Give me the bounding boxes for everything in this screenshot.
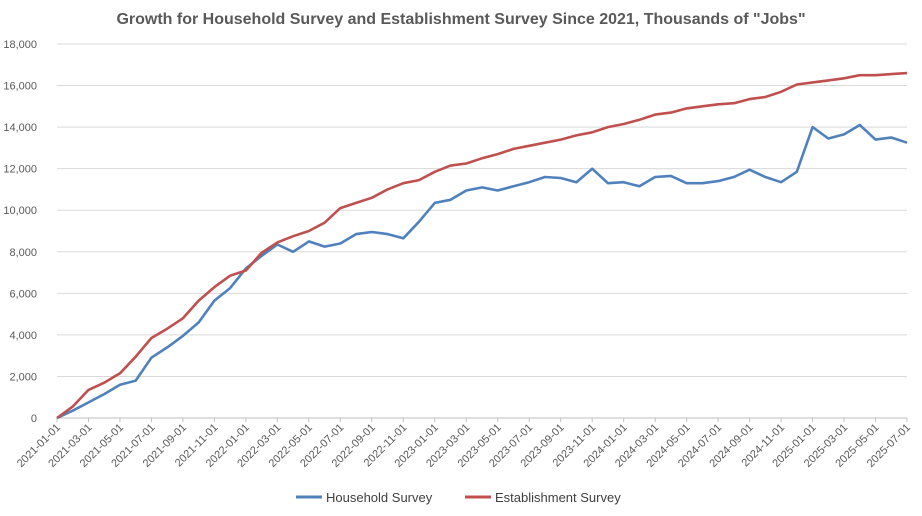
y-tick-label: 4,000 [9, 330, 37, 342]
establishment-survey-line [56, 71, 908, 420]
legend-label-household: Household Survey [326, 490, 433, 505]
grid-lines [57, 43, 907, 419]
y-tick-label: 12,000 [3, 164, 37, 176]
y-tick-label: 18,000 [3, 39, 37, 51]
y-tick-label: 10,000 [3, 205, 37, 217]
y-tick-label: 6,000 [9, 288, 37, 300]
y-tick-label: 16,000 [3, 81, 37, 93]
series-lines [56, 71, 908, 420]
x-axis-ticks: 2021-01-012021-03-012021-05-012021-07-01… [15, 418, 913, 470]
y-tick-label: 8,000 [9, 247, 37, 259]
chart-title: Growth for Household Survey and Establis… [116, 11, 805, 28]
y-axis-ticks: 0 2,000 4,000 6,000 8,000 10,000 12,000 14,000 1… [3, 39, 37, 425]
y-tick-label: 0 [31, 413, 37, 425]
legend: Household Survey Establishment Survey [296, 490, 621, 505]
household-survey-line [56, 123, 908, 420]
y-tick-label: 14,000 [3, 122, 37, 134]
y-tick-label: 2,000 [9, 371, 37, 383]
legend-label-establishment: Establishment Survey [495, 490, 621, 505]
